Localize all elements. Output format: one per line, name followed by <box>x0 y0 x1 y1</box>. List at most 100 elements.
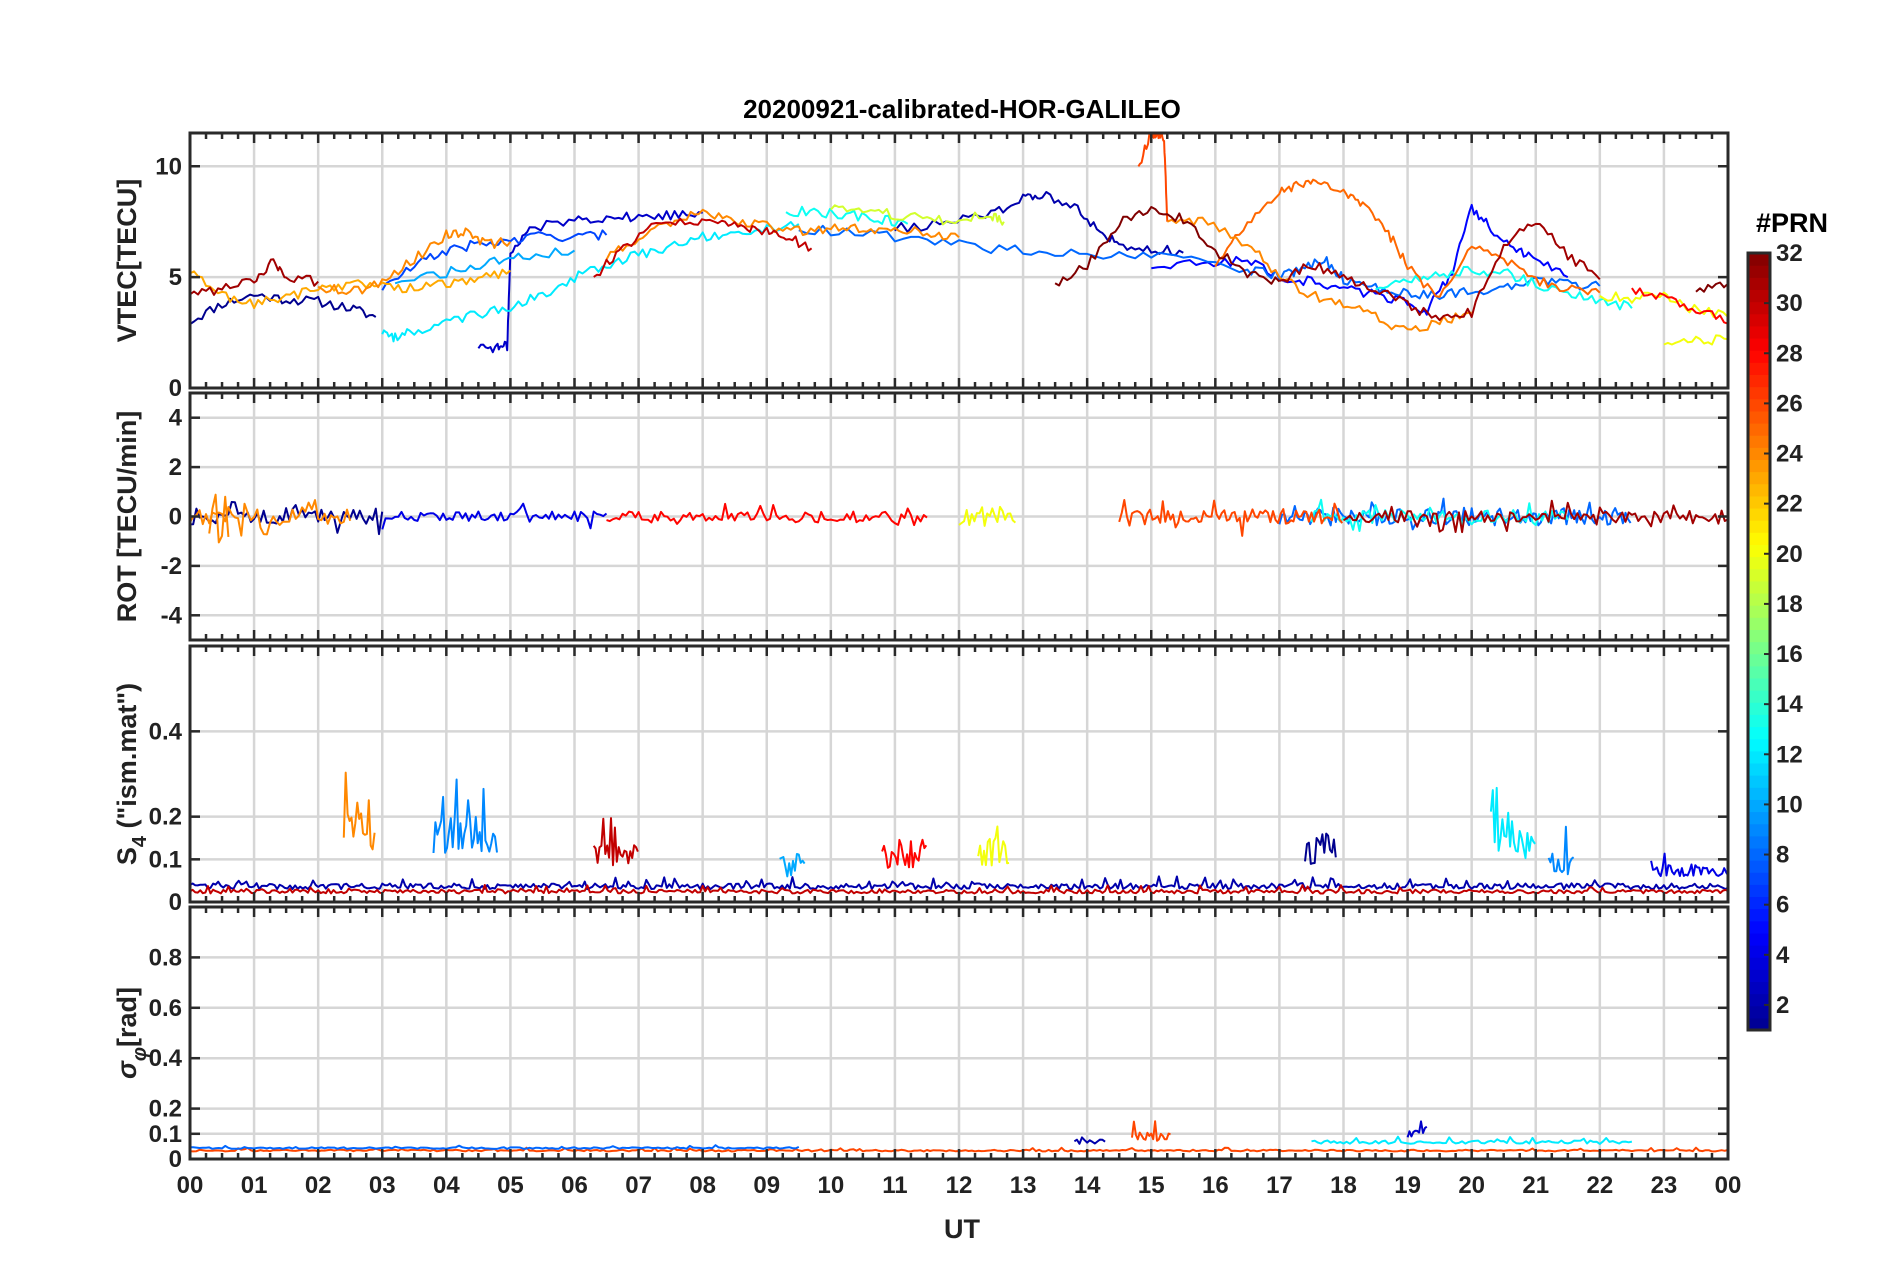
x-tick-label: 17 <box>1266 1172 1293 1199</box>
colorbar-swatch <box>1748 908 1770 922</box>
colorbar-swatch <box>1748 398 1770 412</box>
series-line-prn-20 <box>977 825 1010 867</box>
series-line-prn-19 <box>830 204 1005 226</box>
panel-vtec: 0 5 10 VTEC[TECU] <box>112 131 1730 402</box>
series-line-prn-24 <box>1166 216 1472 332</box>
colorbar-swatch <box>1748 690 1770 703</box>
colorbar-swatch <box>1748 435 1770 448</box>
series-line-prn-31 <box>1342 499 1728 534</box>
series-line-prn-12 <box>1489 786 1536 860</box>
x-tick-label: 10 <box>817 1172 844 1199</box>
colorbar-swatch <box>1748 459 1770 473</box>
x-tick-label: 13 <box>1010 1172 1037 1199</box>
y-tick-label: 0.2 <box>149 1096 182 1123</box>
series-line-prn-4 <box>381 502 608 530</box>
colorbar-swatch <box>1748 799 1770 813</box>
y-tick-label: 0.4 <box>149 1045 183 1072</box>
colorbar-swatch <box>1748 1005 1770 1019</box>
series-line-prn-5 <box>1151 203 1569 316</box>
series-line-prn-2 <box>190 875 1728 891</box>
series-line-prn-8 <box>190 1144 800 1150</box>
y-tick-label: 0 <box>169 504 182 531</box>
series-line-prn-4 <box>1650 852 1728 878</box>
x-tick-label: 06 <box>561 1172 588 1199</box>
y-axis-label: ROT [TECU/min] <box>112 411 142 622</box>
colorbar-swatch <box>1748 386 1770 400</box>
x-tick-label: 15 <box>1138 1172 1165 1199</box>
series-line-prn-24 <box>317 227 512 295</box>
y-axis-label: σφ[rad] <box>112 987 151 1079</box>
colorbar-swatch <box>1748 495 1770 509</box>
y-tick-label: 4 <box>169 405 183 432</box>
series-line-prn-10 <box>779 853 806 878</box>
colorbar-tick-label: 4 <box>1776 942 1790 969</box>
colorbar-swatch <box>1748 629 1770 643</box>
colorbar-tick-label: 2 <box>1776 992 1789 1019</box>
colorbar-swatch <box>1748 289 1770 303</box>
colorbar-swatch <box>1748 592 1770 606</box>
colorbar-swatch <box>1748 884 1770 898</box>
series-line-prn-9 <box>1547 825 1575 876</box>
series-line-prn-13 <box>785 205 909 227</box>
x-axis-label: UT <box>944 1214 980 1244</box>
x-tick-label: 12 <box>946 1172 973 1199</box>
colorbar-swatch <box>1748 653 1770 667</box>
colorbar-swatch <box>1748 775 1770 788</box>
series-line-prn-31 <box>190 258 319 296</box>
x-tick-label: 22 <box>1586 1172 1613 1199</box>
x-tick-label: 16 <box>1202 1172 1229 1199</box>
colorbar-swatch <box>1748 507 1770 521</box>
colorbar-swatch <box>1748 677 1770 691</box>
series-line-prn-9 <box>432 778 498 854</box>
x-tick-label: 02 <box>305 1172 332 1199</box>
colorbar-tick-label: 28 <box>1776 340 1803 367</box>
colorbar-swatch <box>1748 860 1770 873</box>
colorbar-tick-label: 22 <box>1776 491 1803 518</box>
series-line-prn-20 <box>1663 334 1728 346</box>
colorbar-swatch <box>1748 957 1770 970</box>
x-axis: 00 01 02 03 04 05 06 07 08 09 10 11 12 13 14 15 16 17 18 19… <box>177 1172 1742 1199</box>
colorbar-frame <box>1746 251 1772 1032</box>
colorbar-tick-label: 8 <box>1776 842 1789 869</box>
series-line-prn-23 <box>190 268 512 310</box>
colorbar-swatch <box>1748 1017 1770 1031</box>
colorbar-swatch <box>1748 313 1770 327</box>
colorbar-tick-label: 20 <box>1776 541 1803 568</box>
colorbar-swatch <box>1748 410 1770 424</box>
series-line-prn-30 <box>593 217 813 278</box>
colorbar-swatch <box>1748 568 1770 582</box>
colorbar-swatch <box>1748 325 1770 339</box>
y-tick-label: -4 <box>161 602 183 629</box>
y-tick-label: 0.1 <box>149 846 182 873</box>
y-tick-label: 5 <box>169 264 182 291</box>
y-tick-label: 0.4 <box>149 718 183 745</box>
series-line-prn-12 <box>1311 1135 1633 1145</box>
series-group <box>190 493 1728 544</box>
x-tick-label: 01 <box>241 1172 268 1199</box>
colorbar-swatch <box>1748 265 1770 278</box>
y-tick-label: 0.8 <box>149 944 182 971</box>
series-line-prn-3 <box>1406 1120 1428 1138</box>
series-line-prn-2 <box>1073 1136 1106 1145</box>
colorbar-swatch <box>1748 932 1770 946</box>
colorbar-swatch <box>1748 702 1770 715</box>
series-line-prn-24 <box>342 771 376 851</box>
colorbar-swatch <box>1748 617 1770 630</box>
panel-rot: -4 -2 0 2 4 ROT [TECU/min] <box>112 391 1730 642</box>
series-line-prn-28 <box>881 838 928 869</box>
colorbar-swatch <box>1748 447 1770 460</box>
colorbar-swatch <box>1748 520 1770 533</box>
colorbar-tick-label: 14 <box>1776 691 1803 718</box>
colorbar-swatch <box>1748 544 1770 558</box>
colorbar-swatch <box>1748 556 1770 570</box>
y-tick-label: 0 <box>169 375 182 402</box>
colorbar-tick-label: 32 <box>1776 240 1803 267</box>
series-line-prn-24 <box>208 493 230 544</box>
colorbar-swatch <box>1748 847 1770 861</box>
colorbar-swatch <box>1748 301 1770 315</box>
x-tick-label: 09 <box>753 1172 780 1199</box>
x-tick-label: 23 <box>1651 1172 1678 1199</box>
colorbar-swatch <box>1748 969 1770 983</box>
series-line-prn-32 <box>1695 281 1728 293</box>
